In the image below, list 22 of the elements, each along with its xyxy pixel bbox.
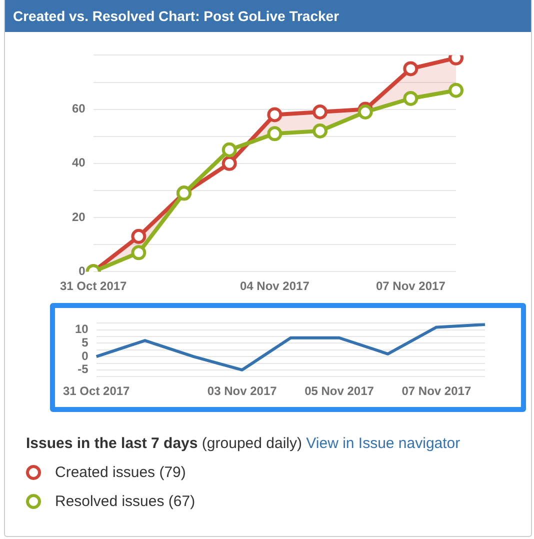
x-tick-label: 31 Oct 2017 (63, 384, 130, 398)
legend-label: Resolved issues (67) (55, 493, 196, 510)
x-tick-label: 05 Nov 2017 (304, 384, 374, 398)
y-tick-label: 0 (78, 264, 86, 278)
y-tick-label: 20 (72, 210, 86, 224)
y-tick-label: 60 (72, 102, 86, 116)
y-tick-label: 40 (72, 156, 86, 170)
y-tick-label: 0 (82, 348, 89, 363)
y-tick-label: 10 (75, 322, 89, 336)
x-tick-label: 03 Nov 2017 (207, 384, 278, 398)
x-tick-label: 04 Nov 2017 (240, 279, 310, 294)
y-tick-label: 5 (82, 336, 89, 350)
legend-label: Created issues (79) (55, 464, 186, 481)
text: (grouped daily) (202, 435, 302, 452)
text: Issues in the last 7 days (26, 435, 198, 452)
frame: 31 Oct 2017 03 Nov 2017 05 Nov 2017 07 Nov 2017 -5 0 5 10 (50, 303, 526, 412)
y-tick-label: -5 (78, 362, 89, 376)
x-tick-label: 31 Oct 2017 (60, 279, 128, 294)
x-tick-label: 07 Nov 2017 (402, 384, 472, 398)
x-tick-label: 07 Nov 2017 (376, 279, 446, 294)
text: View in Issue navigator (306, 435, 460, 452)
chart-title: Created vs. Resolved Chart: Post GoLive Tracker (5, 0, 531, 32)
